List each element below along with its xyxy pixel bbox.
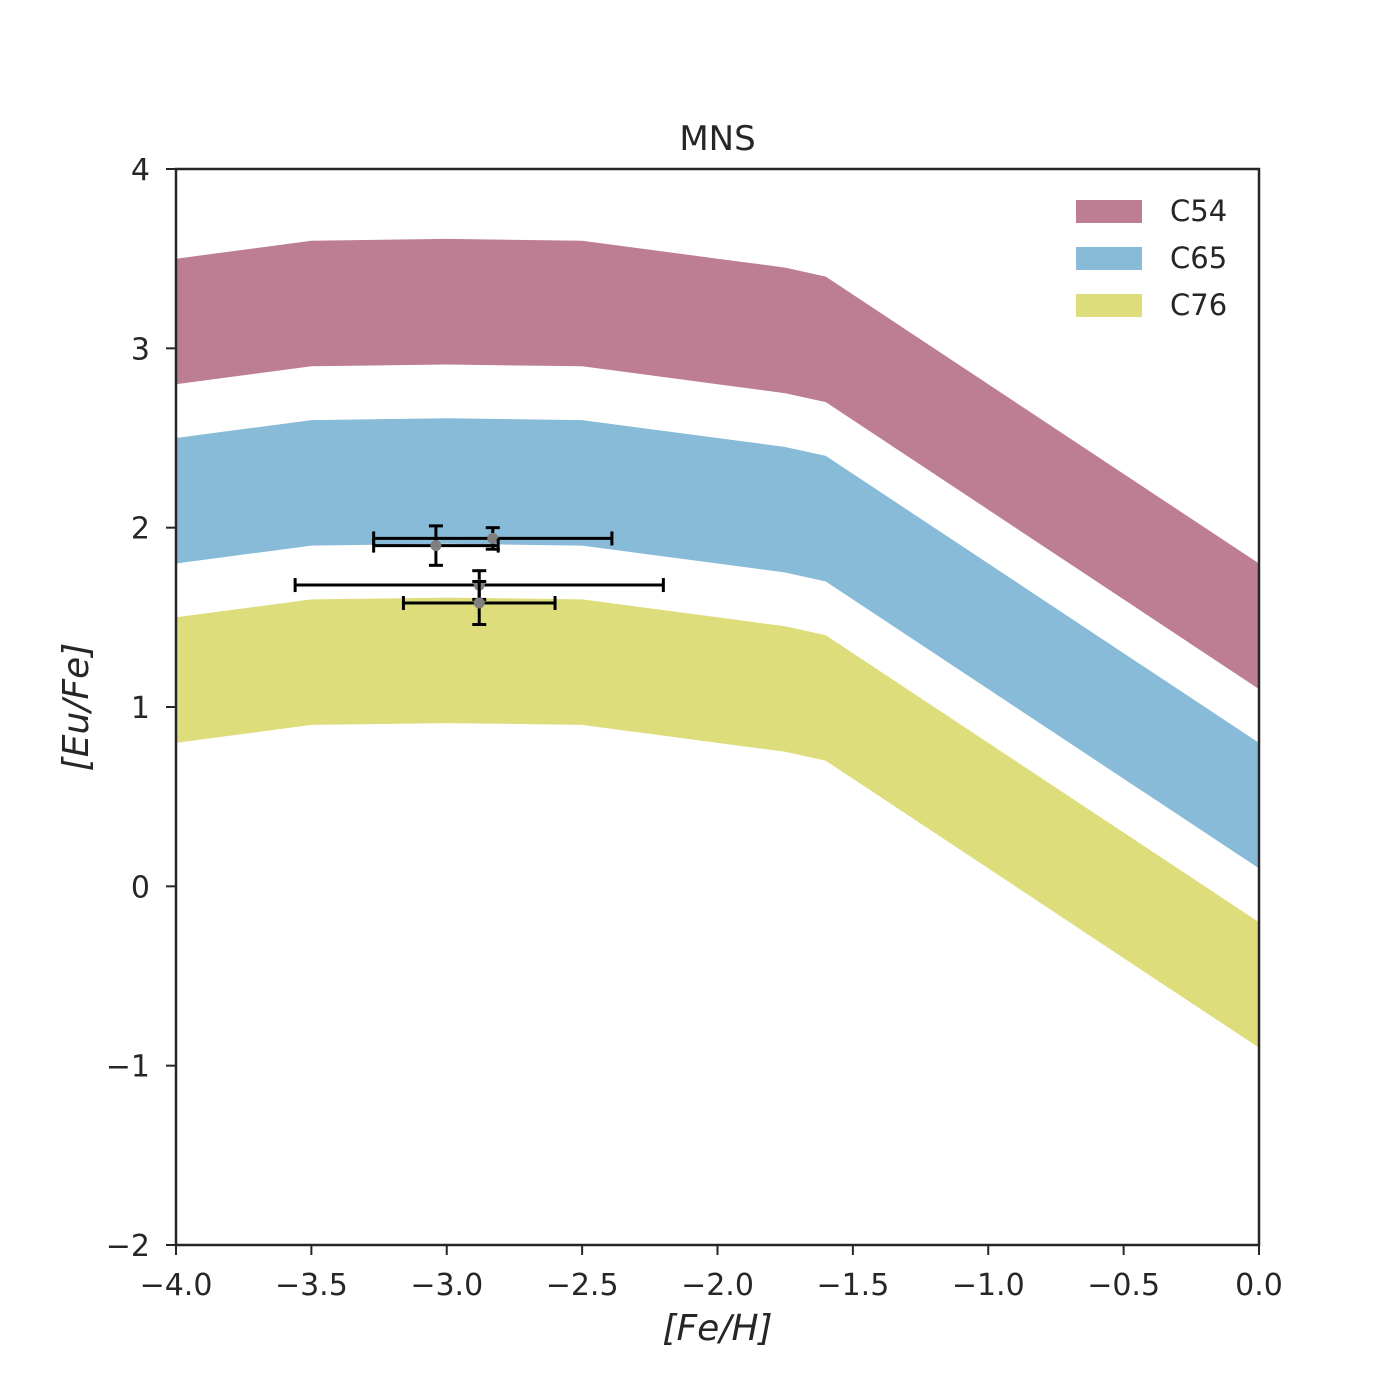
legend-label: C54 (1170, 194, 1227, 228)
x-tick-label: −4.0 (140, 1268, 213, 1303)
x-tick-label: −1.5 (816, 1268, 889, 1303)
legend-label: C76 (1170, 288, 1227, 322)
y-tick-label: 3 (131, 332, 150, 367)
data-point-marker (430, 540, 441, 551)
data-point-marker (474, 597, 485, 608)
y-tick-label: 1 (131, 691, 150, 726)
y-tick-label: 2 (131, 512, 150, 547)
x-tick-label: 0.0 (1235, 1268, 1283, 1303)
chart-title: MNS (679, 119, 755, 159)
legend-swatch (1076, 247, 1142, 270)
x-tick-label: −0.5 (1087, 1268, 1160, 1303)
legend-swatch (1076, 294, 1142, 317)
legend-label: C65 (1170, 241, 1227, 275)
chart: MNS −4.0 −3.5 −3.0 −2.5 −2.0 −1.5 −1.0 −0.5 0.0 −… (0, 0, 1400, 1400)
x-tick-label: −2.0 (681, 1268, 754, 1303)
data-point-marker (487, 533, 498, 544)
y-tick-label: −1 (106, 1050, 150, 1085)
y-axis-label: [Eu/Fe] (56, 643, 97, 772)
x-tick-label: −3.0 (410, 1268, 483, 1303)
x-tick-label: −3.5 (275, 1268, 348, 1303)
y-tick-label: 0 (131, 870, 150, 905)
x-tick-label: −2.5 (546, 1268, 619, 1303)
legend-swatch (1076, 200, 1142, 223)
x-tick-label: −1.0 (952, 1268, 1025, 1303)
x-axis-label: [Fe/H] (662, 1308, 772, 1349)
y-tick-label: −2 (106, 1229, 150, 1264)
y-tick-label: 4 (131, 153, 150, 188)
